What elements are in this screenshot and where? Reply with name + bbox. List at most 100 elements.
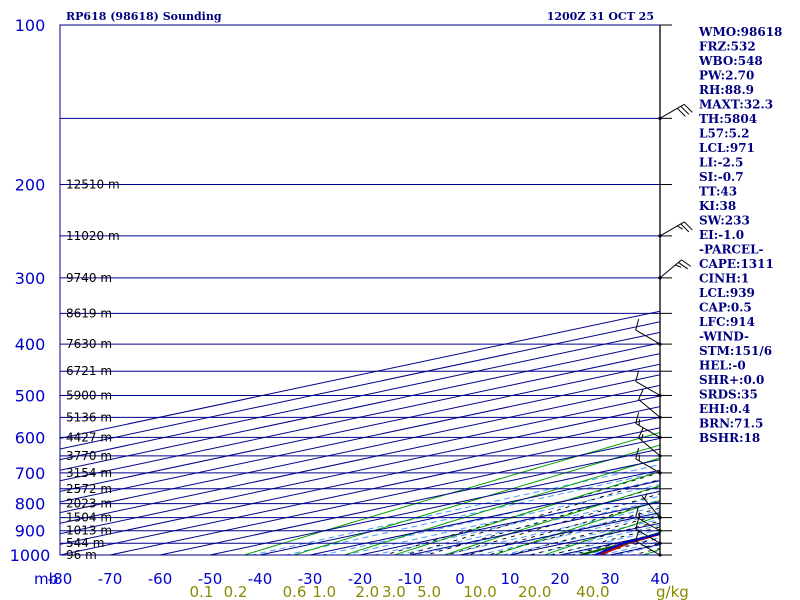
index-value: BSHR:18 xyxy=(699,431,760,445)
pressure-tick-label: 200 xyxy=(15,176,46,195)
height-label: 9740 m xyxy=(66,271,112,285)
index-value: WMO:98618 xyxy=(698,25,782,39)
mixing-ratio-label: 2.0 xyxy=(355,583,379,600)
wind-barb-shaft xyxy=(638,399,661,418)
mixing-ratio-label: 0.2 xyxy=(224,583,248,600)
moist-adiabat xyxy=(404,478,660,555)
index-value: FRZ:532 xyxy=(699,40,756,54)
wind-barb xyxy=(641,493,662,520)
chart-title: RP618 (98618) Sounding xyxy=(66,10,222,23)
wind-barb-base xyxy=(658,116,662,120)
isotherm xyxy=(60,416,660,545)
chart-grid xyxy=(60,25,660,555)
dry-adiabat xyxy=(392,471,660,555)
dry-adiabat xyxy=(242,431,660,555)
mixing-ratio-label: 40.0 xyxy=(576,583,609,600)
wind-barb-base xyxy=(658,393,662,398)
wind-barbs xyxy=(635,103,693,557)
temperature-tick-label: -30 xyxy=(298,570,323,588)
height-label: 5136 m xyxy=(66,410,112,424)
index-value: CAPE:1311 xyxy=(699,257,774,271)
index-value: SI:-0.7 xyxy=(699,170,744,184)
wind-barb-shaft xyxy=(659,259,682,279)
index-value: LCL:971 xyxy=(699,141,755,155)
wind-barb-shaft xyxy=(635,329,661,345)
index-value: LCL:939 xyxy=(699,286,755,300)
wind-barb-feather xyxy=(675,264,682,268)
isotherm xyxy=(60,406,660,535)
wind-barb xyxy=(635,370,662,398)
index-value: EHI:0.4 xyxy=(699,402,750,416)
isotherm xyxy=(107,437,660,555)
isotherm xyxy=(60,353,660,482)
index-value: PW:2.70 xyxy=(699,69,754,83)
temperature-tick-label: 40 xyxy=(650,570,669,588)
wind-barb-base xyxy=(658,515,662,520)
indices-panel: WMO:98618FRZ:532WBO:548PW:2.70RH:88.9MAX… xyxy=(698,25,782,445)
wind-barb-feather xyxy=(638,388,644,400)
wind-barb-feather xyxy=(635,318,640,331)
moist-adiabat xyxy=(486,507,660,555)
index-value: EI:-1.0 xyxy=(699,228,744,242)
isotherm xyxy=(157,448,660,555)
height-label: 4427 m xyxy=(66,430,112,444)
index-value: HEL:-0 xyxy=(699,359,746,373)
index-value: CINH:1 xyxy=(699,272,749,286)
height-label: 544 m xyxy=(66,536,104,550)
height-label: 12510 m xyxy=(66,178,120,192)
index-value: SW:233 xyxy=(699,214,750,228)
isotherm xyxy=(60,395,660,524)
wind-barb-feather xyxy=(683,221,693,231)
isotherm xyxy=(60,427,660,555)
temperature-tick-label: -50 xyxy=(198,570,223,588)
wind-barb-feather xyxy=(680,223,690,233)
height-label: 2023 m xyxy=(66,497,112,511)
mixing-ratio-unit: g/kg xyxy=(656,583,689,600)
wind-barb xyxy=(635,529,662,557)
wind-barb-feather xyxy=(678,262,689,270)
wind-barb xyxy=(635,412,662,440)
index-value: KI:38 xyxy=(699,199,736,213)
height-label: 2572 m xyxy=(66,482,112,496)
pressure-tick-label: 500 xyxy=(15,386,46,405)
mixing-ratio-label: 3.0 xyxy=(382,583,406,600)
index-value: SHR+:0.0 xyxy=(699,373,764,387)
mixing-ratio-label: 0.1 xyxy=(190,583,214,600)
height-label: 1504 m xyxy=(66,511,112,525)
pressure-tick-label: 1000 xyxy=(10,546,51,565)
index-value: L57:5.2 xyxy=(699,127,749,141)
wind-barb-base xyxy=(658,435,662,440)
pressure-tick-label: 100 xyxy=(15,16,46,35)
isotherm xyxy=(207,459,660,555)
temperature-tick-label: 20 xyxy=(550,570,569,588)
height-label: 3154 m xyxy=(66,466,112,480)
index-value: WBO:548 xyxy=(698,54,763,68)
wind-barb xyxy=(638,388,662,419)
wind-barb-feather xyxy=(635,518,640,530)
index-value: CAP:0.5 xyxy=(699,301,752,315)
isotherm xyxy=(257,469,660,555)
index-value: -WIND- xyxy=(699,330,749,344)
wind-barb-feather xyxy=(641,434,644,441)
wind-barb-feather xyxy=(635,370,640,382)
wind-barb-shaft xyxy=(641,495,661,518)
wind-barb-feather xyxy=(677,225,683,230)
index-value: MAXT:32.3 xyxy=(699,98,773,112)
chart-timestamp: 1200Z 31 OCT 25 xyxy=(547,10,654,23)
index-value: LFC:914 xyxy=(699,315,755,329)
mixing-ratio-label: 0.6 xyxy=(283,583,307,600)
wind-barb-base xyxy=(658,454,662,458)
wind-barb-shaft xyxy=(635,540,661,556)
pressure-unit-label: mb xyxy=(34,570,58,588)
wind-barb-base xyxy=(658,415,662,419)
index-value: BRN:71.5 xyxy=(699,417,763,431)
pressure-tick-label: 400 xyxy=(15,335,46,354)
height-label: 8619 m xyxy=(66,306,112,320)
temperature-tick-label: -10 xyxy=(398,570,423,588)
wind-barb xyxy=(658,259,692,280)
dry-adiabat xyxy=(292,444,660,555)
wind-barb-shaft xyxy=(659,221,685,237)
moist-adiabat xyxy=(383,472,660,555)
